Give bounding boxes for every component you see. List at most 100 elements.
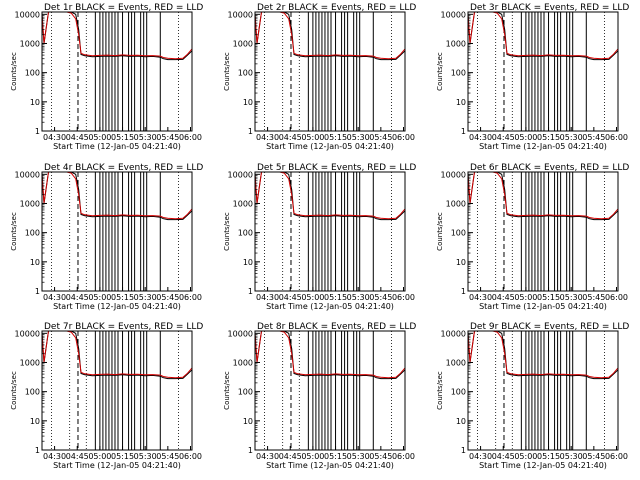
y-tick-label: 1000 bbox=[20, 358, 40, 367]
plot-area bbox=[255, 331, 405, 450]
y-tick-label: 10 bbox=[456, 417, 466, 426]
x-tick-label: 05:00 bbox=[301, 452, 324, 461]
y-tick-label: 1 bbox=[35, 287, 40, 296]
x-tick-label: 05:00 bbox=[514, 133, 537, 142]
panel-2: Det 2r BLACK = Events, RED = LLD 1 10 100 10… bbox=[223, 3, 416, 151]
x-tick-label: 05:15 bbox=[111, 133, 134, 142]
series-events bbox=[468, 331, 618, 380]
x-tick-label: 04:30 bbox=[256, 133, 279, 142]
y-axis-label: Counts/sec bbox=[436, 212, 444, 251]
axes-frame bbox=[254, 330, 406, 451]
x-axis-label: Start Time (12-Jan-05 04:21:40) bbox=[53, 142, 181, 151]
x-tick-label: 05:15 bbox=[537, 452, 560, 461]
y-tick-label: 10000 bbox=[228, 329, 253, 338]
series-events bbox=[468, 12, 618, 61]
axes-frame bbox=[467, 171, 619, 292]
y-tick-label: 10000 bbox=[228, 10, 253, 19]
axes-frame bbox=[254, 171, 406, 292]
x-tick-label: 05:00 bbox=[514, 293, 537, 302]
y-tick-label: 1000 bbox=[446, 199, 466, 208]
plot-area bbox=[42, 172, 192, 291]
x-axis-label: Start Time (12-Jan-05 04:21:40) bbox=[479, 142, 607, 151]
x-tick-label: 05:30 bbox=[560, 293, 583, 302]
x-tick-label: 05:00 bbox=[301, 293, 324, 302]
y-tick-label: 100 bbox=[451, 69, 466, 78]
y-tick-label: 1 bbox=[35, 446, 40, 455]
x-tick-label: 06:00 bbox=[392, 452, 415, 461]
y-tick-label: 10000 bbox=[15, 10, 40, 19]
x-tick-label: 05:00 bbox=[88, 293, 111, 302]
y-axis-label: Counts/sec bbox=[436, 52, 444, 91]
panel-3: Det 3r BLACK = Events, RED = LLD 1 10 100 10… bbox=[436, 3, 629, 151]
x-tick-label: 04:45 bbox=[279, 133, 302, 142]
y-axis-label: Counts/sec bbox=[10, 371, 18, 410]
x-tick-label: 05:30 bbox=[134, 293, 157, 302]
x-tick-label: 04:30 bbox=[256, 452, 279, 461]
axes-frame bbox=[41, 330, 193, 451]
x-tick-label: 04:30 bbox=[469, 293, 492, 302]
panel-title: Det 9r BLACK = Events, RED = LLD bbox=[470, 322, 629, 332]
x-tick-label: 04:30 bbox=[43, 133, 66, 142]
panel-6: Det 6r BLACK = Events, RED = LLD 1 10 100 10… bbox=[436, 163, 629, 311]
x-tick-label: 05:45 bbox=[369, 133, 392, 142]
y-tick-label: 1 bbox=[248, 287, 253, 296]
x-tick-label: 06:00 bbox=[605, 452, 628, 461]
x-tick-label: 06:00 bbox=[392, 133, 415, 142]
y-tick-label: 1000 bbox=[20, 199, 40, 208]
x-tick-label: 06:00 bbox=[605, 293, 628, 302]
y-tick-label: 100 bbox=[451, 229, 466, 238]
y-axis-label: Counts/sec bbox=[223, 52, 231, 91]
series-events bbox=[42, 12, 192, 61]
axes-frame bbox=[41, 11, 193, 132]
x-tick-label: 05:00 bbox=[301, 133, 324, 142]
x-axis-label: Start Time (12-Jan-05 04:21:40) bbox=[266, 461, 394, 470]
series-events bbox=[255, 172, 405, 221]
y-tick-label: 1 bbox=[461, 287, 466, 296]
x-tick-label: 05:30 bbox=[347, 293, 370, 302]
panel-8: Det 8r BLACK = Events, RED = LLD 1 10 100 10… bbox=[223, 322, 416, 470]
panel-title: Det 1r BLACK = Events, RED = LLD bbox=[44, 3, 203, 13]
series-events bbox=[255, 331, 405, 380]
series-lld bbox=[468, 12, 618, 60]
y-tick-label: 100 bbox=[25, 69, 40, 78]
y-axis-label: Counts/sec bbox=[436, 371, 444, 410]
series-events bbox=[42, 331, 192, 380]
series-lld bbox=[42, 12, 192, 60]
y-tick-label: 1000 bbox=[446, 358, 466, 367]
y-tick-label: 1000 bbox=[233, 199, 253, 208]
plot-area bbox=[468, 172, 618, 291]
y-tick-label: 100 bbox=[451, 388, 466, 397]
x-tick-label: 05:15 bbox=[537, 293, 560, 302]
y-tick-label: 1 bbox=[461, 127, 466, 136]
series-events bbox=[468, 172, 618, 221]
y-tick-label: 10 bbox=[30, 417, 40, 426]
y-tick-label: 10000 bbox=[441, 329, 466, 338]
plot-area bbox=[468, 331, 618, 450]
x-tick-label: 06:00 bbox=[179, 452, 202, 461]
series-lld bbox=[42, 172, 192, 220]
x-tick-label: 05:30 bbox=[560, 452, 583, 461]
panel-4: Det 4r BLACK = Events, RED = LLD 1 10 100 10… bbox=[10, 163, 203, 311]
x-tick-label: 05:45 bbox=[369, 452, 392, 461]
x-tick-label: 04:45 bbox=[492, 133, 515, 142]
series-lld bbox=[255, 12, 405, 60]
x-tick-label: 05:15 bbox=[324, 293, 347, 302]
y-tick-label: 1 bbox=[461, 446, 466, 455]
y-tick-label: 1000 bbox=[233, 39, 253, 48]
x-tick-label: 05:45 bbox=[582, 133, 605, 142]
x-axis-label: Start Time (12-Jan-05 04:21:40) bbox=[479, 461, 607, 470]
y-tick-label: 10 bbox=[243, 258, 253, 267]
x-tick-label: 06:00 bbox=[392, 293, 415, 302]
y-tick-label: 10 bbox=[243, 98, 253, 107]
plot-area bbox=[255, 12, 405, 131]
series-lld bbox=[255, 331, 405, 379]
y-tick-label: 1 bbox=[248, 127, 253, 136]
y-tick-label: 100 bbox=[238, 229, 253, 238]
y-tick-label: 10000 bbox=[441, 10, 466, 19]
y-tick-label: 10 bbox=[243, 417, 253, 426]
y-tick-label: 10 bbox=[456, 98, 466, 107]
panel-title: Det 2r BLACK = Events, RED = LLD bbox=[257, 3, 416, 13]
x-tick-label: 04:45 bbox=[66, 133, 89, 142]
panel-title: Det 8r BLACK = Events, RED = LLD bbox=[257, 322, 416, 332]
